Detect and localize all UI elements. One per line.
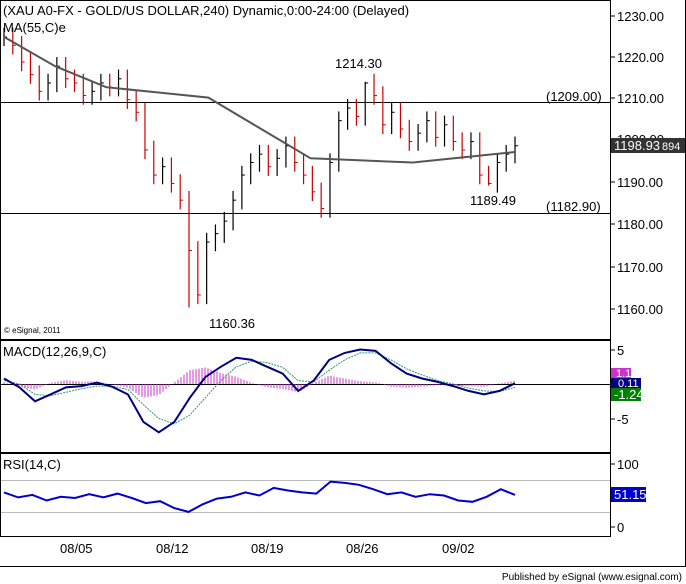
y-tick-label: 1190.00 [617,175,663,190]
y-tick-label: 5 [617,343,624,358]
macd-line [3,348,516,434]
rsi-y-axis: 100 0 51.15 [610,457,647,535]
price-panel [0,0,611,340]
y-tick-label: -5 [617,412,629,427]
macd-value-bg [611,368,631,378]
y-tick-label: 0 [617,520,624,535]
x-axis: 08/05 08/12 08/19 08/26 09/02 [60,541,475,556]
x-tick-label: 08/19 [251,541,284,556]
current-price-value: 1198.93 [614,138,660,153]
rsi-panel [0,453,611,537]
hline-label-top: (1209.00) [546,89,602,104]
price-y-axis: 1230.00 1220.00 1210.00 1200.00 1190.00 … [610,9,664,317]
y-tick-label: 1210.00 [617,91,664,106]
y-tick-label: 1220.00 [617,50,664,65]
hist-value: -1.24 [614,387,644,402]
macd-value: 1.13 [616,368,637,380]
signal-value: 0.11 [618,378,639,390]
current-price-suffix: 894 [662,141,680,153]
y-tick-label: 1230.00 [617,9,664,24]
x-tick-label: 08/12 [156,541,189,556]
ma-label: MA(55,C)e [3,20,66,35]
macd-y-axis: 5 -5 1.13 0.11 -1.24 [610,343,644,427]
price-bars [3,27,518,308]
y-tick-label: 1180.00 [617,217,663,232]
price-title: (XAU A0-FX - GOLD/US DOLLAR,240) Dynamic… [3,3,409,18]
ma-line [3,36,516,164]
y-tick-label: 100 [617,457,639,472]
x-tick-label: 09/02 [442,541,475,556]
signal-value-bg [611,378,641,388]
y-tick-label: 1160.00 [617,302,663,317]
annotation-low: 1160.36 [209,316,255,331]
rsi-line [3,480,516,513]
footer-credit: Published by eSignal (www.esignal.com) [502,572,682,583]
copyright: © eSignal, 2011 [4,326,61,335]
macd-panel [0,340,611,453]
annotation-high: 1214.30 [335,56,382,71]
annotation-recent-low: 1189.49 [470,193,516,208]
hist-value-bg [611,388,641,401]
macd-title: MACD(12,26,9,C) [3,344,106,359]
current-price-badge: 1198.93 894 [611,138,685,153]
x-tick-label: 08/05 [60,541,93,556]
rsi-value: 51.15 [614,487,647,502]
y-tick-label: 1170.00 [617,260,663,275]
rsi-value-bg [611,487,646,502]
x-tick-label: 08/26 [346,541,379,556]
current-price-bg [611,138,685,153]
macd-signal-line [3,352,516,425]
rsi-title: RSI(14,C) [3,457,61,472]
hline-label-bottom: (1182.90) [546,199,601,214]
